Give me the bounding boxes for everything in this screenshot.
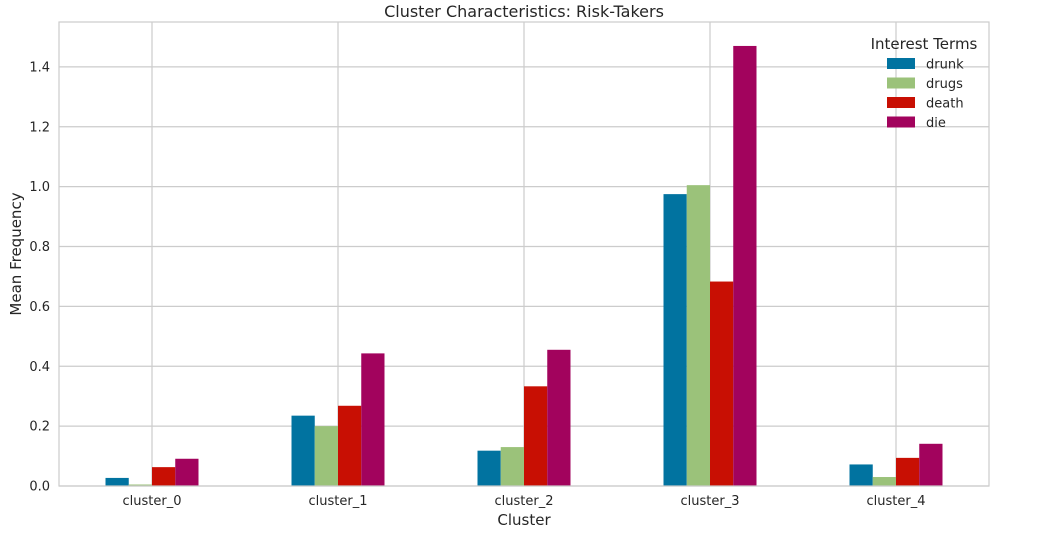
legend-swatch-drunk (887, 58, 915, 69)
legend-label-death: death (926, 97, 964, 112)
bars-group (105, 45, 943, 487)
y-tick-label: 0.2 (29, 420, 50, 435)
bar-death-cluster_1 (338, 405, 362, 486)
legend-title: Interest Terms (871, 35, 978, 53)
bar-drugs-cluster_1 (314, 426, 338, 486)
x-tick-label: cluster_2 (495, 494, 554, 509)
bar-drunk-cluster_1 (291, 415, 315, 486)
bar-drunk-cluster_2 (477, 450, 501, 486)
y-tick-label: 1.2 (29, 120, 50, 135)
bar-death-cluster_0 (152, 467, 176, 486)
x-tick-labels: cluster_0 cluster_1 cluster_2 cluster_3 clus… (123, 494, 926, 509)
legend: Interest Terms drunk drugs death die (871, 35, 978, 131)
y-tick-label: 0.0 (29, 480, 50, 495)
bar-die-cluster_3 (733, 45, 757, 486)
bar-death-cluster_4 (896, 457, 920, 486)
y-tick-label: 0.6 (29, 300, 50, 315)
plot-frame (58, 21, 990, 487)
chart-title: Cluster Characteristics: Risk-Takers (384, 2, 664, 21)
bar-die-cluster_0 (175, 458, 199, 486)
legend-label-drunk: drunk (926, 58, 964, 73)
bar-drugs-cluster_4 (872, 477, 896, 486)
y-tick-label: 1.0 (29, 180, 50, 195)
y-tick-label: 0.4 (29, 360, 50, 375)
legend-swatch-die (887, 116, 915, 128)
legend-label-drugs: drugs (926, 77, 963, 92)
legend-swatch-drugs (887, 77, 915, 89)
y-axis-label: Mean Frequency (7, 192, 25, 315)
x-tick-label: cluster_3 (681, 494, 740, 509)
y-tick-labels: 0.0 0.2 0.4 0.6 0.8 1.0 1.2 1.4 (29, 60, 50, 494)
bar-drugs-cluster_3 (686, 185, 710, 487)
y-tick-label: 1.4 (29, 60, 50, 75)
x-tick-label: cluster_4 (867, 494, 926, 509)
y-tick-label: 0.8 (29, 240, 50, 255)
legend-label-die: die (926, 116, 946, 131)
bar-die-cluster_1 (361, 353, 385, 486)
x-tick-label: cluster_1 (309, 494, 368, 509)
bar-drunk-cluster_3 (663, 194, 687, 486)
bar-die-cluster_2 (547, 349, 571, 486)
legend-swatch-death (887, 97, 915, 108)
bar-death-cluster_2 (524, 386, 548, 486)
bar-drunk-cluster_0 (105, 477, 129, 486)
bar-drugs-cluster_0 (128, 484, 152, 486)
x-axis-label: Cluster (497, 511, 551, 529)
bar-drugs-cluster_2 (500, 447, 524, 486)
bar-drunk-cluster_4 (849, 464, 873, 486)
x-tick-label: cluster_0 (123, 494, 182, 509)
bar-death-cluster_3 (710, 281, 734, 486)
bar-die-cluster_4 (919, 443, 943, 486)
